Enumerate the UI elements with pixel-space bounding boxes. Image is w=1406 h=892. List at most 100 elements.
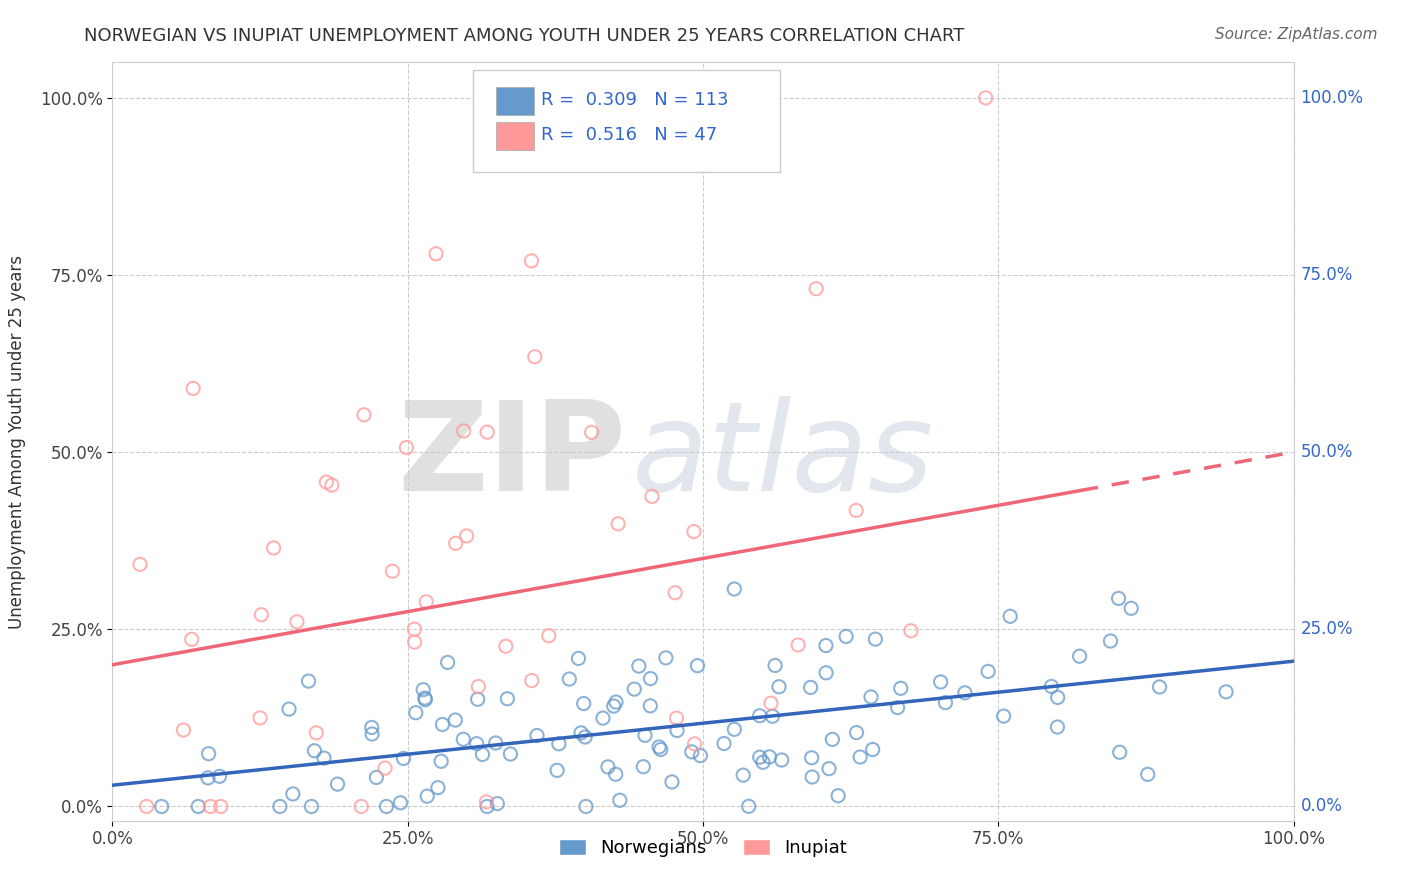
- Point: [172, 723, 194, 737]
- Legend: Norwegians, Inupiat: Norwegians, Inupiat: [551, 832, 855, 864]
- Point: [467, 692, 489, 706]
- Point: [405, 706, 427, 720]
- Point: [890, 681, 912, 696]
- Point: [666, 723, 689, 738]
- Point: [432, 717, 454, 731]
- Point: [681, 745, 703, 759]
- FancyBboxPatch shape: [472, 70, 780, 172]
- Point: [187, 799, 209, 814]
- Point: [453, 732, 475, 747]
- FancyBboxPatch shape: [496, 121, 534, 150]
- Point: [574, 730, 596, 744]
- Point: [664, 586, 686, 600]
- Point: [665, 711, 688, 725]
- Point: [845, 503, 868, 517]
- Point: [475, 799, 498, 814]
- Point: [281, 787, 304, 801]
- Point: [758, 749, 780, 764]
- Point: [360, 721, 382, 735]
- Point: [569, 726, 592, 740]
- Point: [415, 692, 437, 706]
- Text: R =  0.309   N = 113: R = 0.309 N = 113: [541, 91, 728, 110]
- Point: [475, 795, 498, 809]
- Point: [1046, 690, 1069, 705]
- Point: [444, 713, 467, 727]
- Point: [993, 709, 1015, 723]
- Point: [558, 672, 581, 686]
- Point: [648, 739, 671, 754]
- Point: [1136, 767, 1159, 781]
- Point: [818, 762, 841, 776]
- Text: NORWEGIAN VS INUPIAT UNEMPLOYMENT AMONG YOUTH UNDER 25 YEARS CORRELATION CHART: NORWEGIAN VS INUPIAT UNEMPLOYMENT AMONG …: [84, 27, 965, 45]
- Point: [1121, 601, 1143, 615]
- Point: [886, 700, 908, 714]
- Text: 75.0%: 75.0%: [1301, 266, 1353, 284]
- Point: [998, 609, 1021, 624]
- Point: [827, 789, 849, 803]
- Point: [426, 780, 449, 795]
- Point: [814, 639, 837, 653]
- Point: [953, 686, 976, 700]
- Point: [404, 635, 426, 649]
- Text: 25.0%: 25.0%: [1301, 620, 1353, 639]
- Point: [713, 737, 735, 751]
- Point: [596, 760, 619, 774]
- Point: [800, 751, 823, 765]
- Point: [640, 672, 662, 686]
- Point: [845, 725, 868, 739]
- Point: [129, 558, 152, 572]
- Point: [977, 665, 1000, 679]
- Point: [278, 702, 301, 716]
- Point: [849, 750, 872, 764]
- Point: [197, 771, 219, 785]
- Point: [381, 564, 404, 578]
- Point: [929, 674, 952, 689]
- Point: [297, 674, 319, 689]
- Point: [581, 425, 603, 440]
- Point: [416, 789, 439, 804]
- Point: [1040, 680, 1063, 694]
- Point: [200, 799, 222, 814]
- Point: [415, 595, 437, 609]
- Point: [607, 516, 630, 531]
- Point: [301, 799, 323, 814]
- Point: [1108, 591, 1130, 606]
- Point: [650, 742, 672, 756]
- Point: [974, 91, 997, 105]
- Point: [353, 408, 375, 422]
- Point: [768, 680, 790, 694]
- Point: [686, 658, 709, 673]
- Point: [547, 737, 569, 751]
- Point: [770, 753, 793, 767]
- Point: [641, 489, 664, 503]
- Point: [499, 747, 522, 761]
- Point: [748, 750, 770, 764]
- Point: [395, 441, 418, 455]
- Point: [326, 777, 349, 791]
- Point: [763, 658, 786, 673]
- Point: [350, 799, 373, 814]
- Point: [800, 681, 823, 695]
- Point: [197, 747, 219, 761]
- Point: [575, 799, 598, 814]
- Point: [471, 747, 494, 762]
- Point: [425, 246, 447, 260]
- Point: [404, 622, 426, 636]
- Point: [609, 793, 631, 807]
- Point: [520, 673, 543, 688]
- Point: [1069, 649, 1091, 664]
- Point: [208, 769, 231, 783]
- Point: [546, 764, 568, 778]
- Point: [495, 639, 517, 653]
- Point: [683, 524, 706, 539]
- Point: [249, 711, 271, 725]
- Point: [430, 754, 453, 768]
- Point: [486, 797, 509, 811]
- Text: R =  0.516   N = 47: R = 0.516 N = 47: [541, 127, 717, 145]
- Point: [520, 253, 543, 268]
- Point: [605, 695, 627, 709]
- Point: [738, 799, 761, 814]
- Point: [412, 682, 434, 697]
- Point: [821, 732, 844, 747]
- Point: [315, 475, 337, 489]
